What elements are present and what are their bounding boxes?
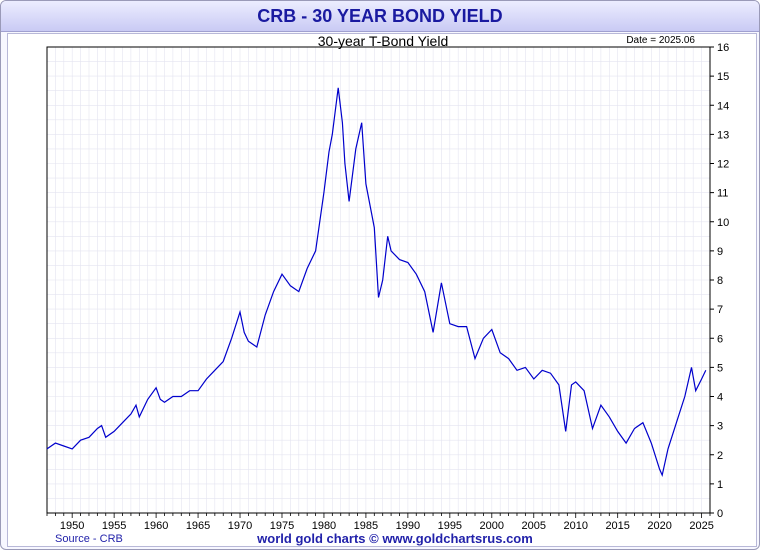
x-tick-label: 2000 [480,520,504,532]
y-tick-label: 8 [717,275,723,287]
x-tick-label: 2020 [647,520,671,532]
y-tick-label: 10 [717,217,729,229]
y-tick-label: 3 [717,421,723,433]
y-tick-label: 2 [717,450,723,462]
y-tick-label: 6 [717,333,723,345]
y-tick-label: 7 [717,304,723,316]
y-tick-label: 4 [717,392,723,404]
x-tick-label: 1995 [438,520,462,532]
date-label: Date = 2025.06 [626,35,695,46]
chart-header-title: CRB - 30 YEAR BOND YIELD [257,6,503,26]
y-tick-label: 11 [717,188,728,200]
y-tick-label: 1 [717,479,723,491]
x-tick-label: 2025 [689,520,713,532]
title-bar: CRB - 30 YEAR BOND YIELD [1,1,759,32]
x-tick-label: 2005 [522,520,546,532]
y-tick-label: 5 [717,362,723,374]
y-tick-label: 16 [717,42,729,54]
source-label: Source - CRB [55,533,123,545]
x-tick-label: 2010 [563,520,587,532]
x-tick-label: 1970 [228,520,252,532]
plot-title: 30-year T-Bond Yield [318,33,449,49]
x-tick-label: 1985 [354,520,378,532]
y-tick-label: 9 [717,246,723,258]
y-tick-label: 14 [717,100,729,112]
yield-series-line [46,87,707,477]
plot-panel [7,33,757,547]
site-credit: world gold charts © www.goldchartsrus.co… [256,531,533,546]
x-tick-label: 1965 [186,520,210,532]
x-tick-label: 2015 [605,520,629,532]
x-tick-label: 1980 [312,520,336,532]
grid-lines [46,46,711,514]
y-tick-label: 13 [717,129,729,141]
x-tick-label: 1960 [144,520,168,532]
x-axis: 1950 1955 1960 1965 1970 1975 1980 1985 1990 1995… [46,513,714,532]
x-tick-label: 1990 [396,520,420,532]
x-tick-label: 1975 [270,520,294,532]
x-tick-label: 1955 [102,520,126,532]
x-tick-label: 1950 [60,520,84,532]
y-tick-label: 0 [717,508,723,520]
y-tick-label: 15 [717,71,729,83]
y-tick-label: 12 [717,159,729,171]
